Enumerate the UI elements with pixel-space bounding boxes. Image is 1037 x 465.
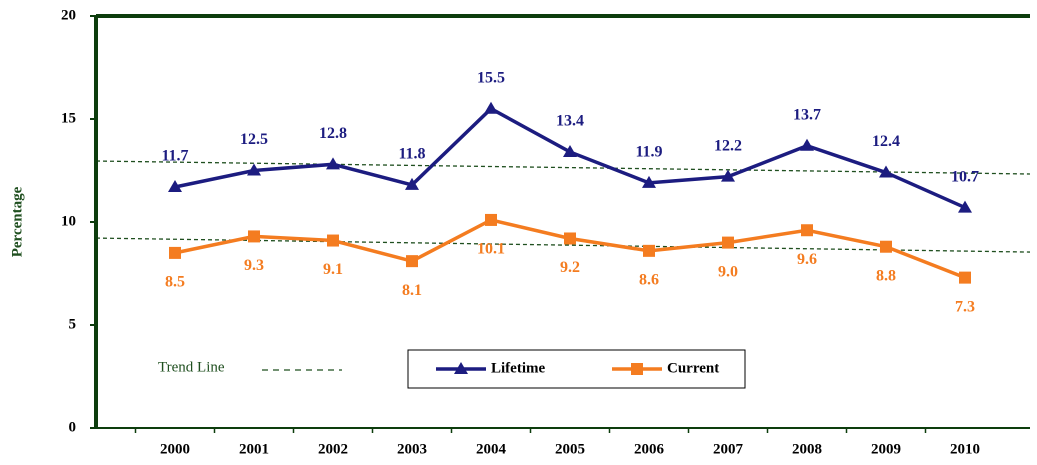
data-label: 12.8 (319, 125, 347, 142)
legend-label: Lifetime (491, 360, 545, 376)
point (879, 165, 893, 178)
y-tick-label: 15 (61, 110, 76, 126)
data-label: 8.8 (876, 267, 896, 284)
x-tick-label: 2003 (397, 441, 427, 457)
point (326, 157, 340, 170)
data-label: 10.7 (951, 168, 979, 185)
data-label: 13.7 (793, 106, 821, 123)
point (631, 363, 643, 375)
point (959, 271, 971, 284)
point (721, 169, 735, 182)
point (642, 175, 656, 188)
data-label: 8.5 (165, 274, 185, 291)
data-label: 9.0 (718, 263, 738, 280)
data-label: 9.2 (560, 259, 580, 276)
point (169, 246, 181, 259)
x-tick-label: 2005 (555, 441, 585, 457)
point (248, 230, 260, 243)
x-tick-label: 2009 (871, 441, 901, 457)
point (484, 101, 498, 114)
x-tick-label: 2000 (160, 441, 190, 457)
point (327, 234, 339, 247)
data-label: 9.6 (797, 251, 817, 268)
data-label: 9.3 (244, 257, 264, 274)
point (958, 200, 972, 213)
point (563, 144, 577, 157)
data-label: 12.5 (240, 131, 268, 148)
y-tick-label: 10 (61, 213, 76, 229)
legend-label: Current (667, 360, 719, 376)
point (168, 179, 182, 192)
data-label: 12.4 (872, 133, 900, 150)
x-tick-label: 2008 (792, 441, 822, 457)
trend-line (95, 160, 1031, 175)
point (722, 236, 734, 249)
data-label: 13.4 (556, 113, 584, 130)
data-label: 12.2 (714, 137, 742, 154)
point (454, 362, 468, 374)
data-label: 11.9 (635, 144, 662, 161)
point (800, 138, 814, 151)
point (485, 213, 497, 226)
data-label: 15.5 (477, 69, 505, 86)
y-tick-label: 20 (61, 7, 76, 23)
x-tick-label: 2007 (713, 441, 744, 457)
x-tick-label: 2002 (318, 441, 348, 457)
y-tick-label: 0 (69, 419, 77, 435)
trend-label: Trend Line (158, 359, 225, 375)
x-tick-label: 2006 (634, 441, 665, 457)
point (801, 224, 813, 237)
data-label: 7.3 (955, 298, 975, 315)
point (405, 177, 419, 190)
data-label: 8.1 (402, 282, 422, 299)
y-axis-label: Percentage (9, 186, 25, 257)
data-label: 11.7 (161, 148, 188, 165)
data-label: 9.1 (323, 261, 343, 278)
data-label: 11.8 (398, 146, 425, 163)
x-tick-label: 2004 (476, 441, 507, 457)
data-label: 8.6 (639, 272, 659, 289)
x-tick-label: 2001 (239, 441, 269, 457)
x-tick-label: 2010 (950, 441, 980, 457)
point (406, 255, 418, 268)
point (247, 163, 261, 176)
point (880, 240, 892, 253)
data-label: 10.1 (477, 241, 505, 258)
point (643, 244, 655, 257)
point (564, 232, 576, 245)
y-tick-label: 5 (69, 316, 77, 332)
